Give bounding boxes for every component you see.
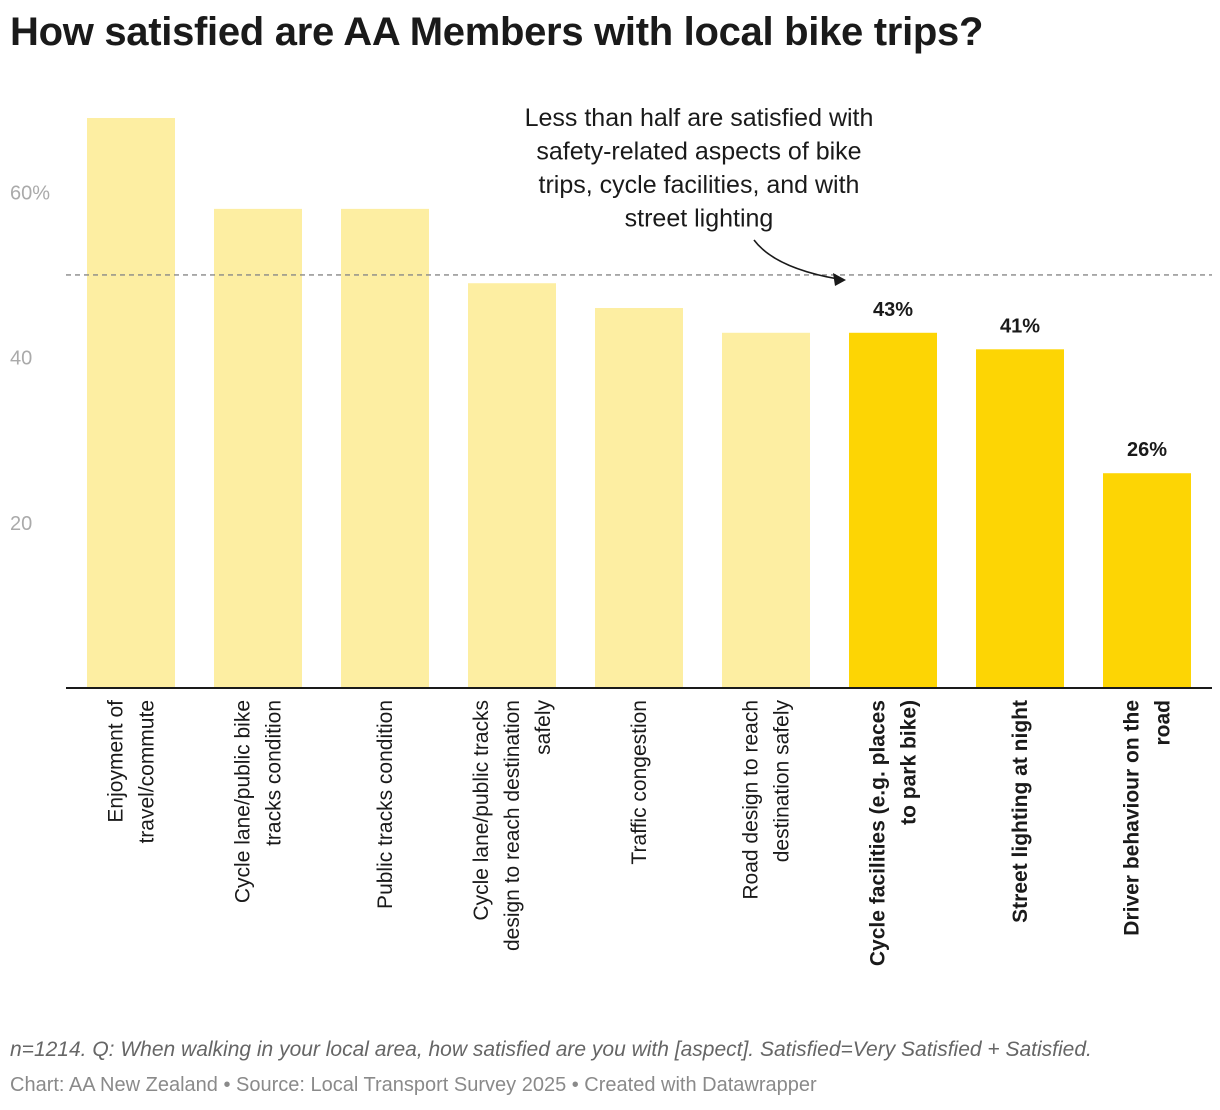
bar-chart: 20 40 60% 43% 41% 26% Enjoyment of travel/commu… xyxy=(10,104,1212,966)
bar xyxy=(849,332,937,688)
x-tick-label: destination safely xyxy=(771,700,794,863)
x-tick-label: travel/commute xyxy=(136,700,159,844)
bar xyxy=(1103,473,1191,688)
x-tick-label: Cycle facilities (e.g. places xyxy=(867,700,890,966)
bar xyxy=(595,308,683,688)
x-tick-label: Driver behaviour on the xyxy=(1121,700,1144,936)
bar-value-label: 26% xyxy=(1127,439,1167,461)
bar xyxy=(214,208,302,688)
annotation-text: safety-related aspects of bike xyxy=(536,138,861,166)
annotation-text: Less than half are satisfied with xyxy=(525,104,874,132)
chart-title: How satisfied are AA Members with local … xyxy=(10,10,984,54)
annotation-text: trips, cycle facilities, and with xyxy=(539,171,860,199)
x-tick-label: Enjoyment of xyxy=(105,700,128,823)
y-tick-label: 60% xyxy=(10,182,50,204)
x-tick-label: safely xyxy=(532,700,555,755)
bar xyxy=(468,283,556,688)
chart-credit: Chart: AA New Zealand • Source: Local Tr… xyxy=(10,1074,817,1096)
bar xyxy=(87,118,175,688)
x-tick-label: Public tracks condition xyxy=(374,700,397,909)
x-tick-label: tracks condition xyxy=(263,700,286,846)
y-tick-label: 20 xyxy=(10,513,32,535)
x-tick-label: design to reach destination xyxy=(501,700,524,951)
bar xyxy=(976,349,1064,688)
annotation-text: street lighting xyxy=(625,205,774,233)
x-tick-label: Street lighting at night xyxy=(1009,700,1032,923)
x-tick-label: to park bike) xyxy=(898,700,921,825)
footnote: n=1214. Q: When walking in your local ar… xyxy=(10,1038,1092,1061)
x-tick-label: road xyxy=(1152,700,1175,746)
bar xyxy=(341,208,429,688)
x-tick-label: Traffic congestion xyxy=(628,700,651,865)
y-tick-label: 40 xyxy=(10,348,32,370)
x-tick-label: Road design to reach xyxy=(740,700,763,900)
annotation-arrowhead xyxy=(833,273,846,286)
bar xyxy=(722,332,810,688)
annotation-arrow xyxy=(753,239,839,280)
bar-value-label: 41% xyxy=(1000,315,1040,337)
x-tick-label: Cycle lane/public tracks xyxy=(470,700,493,921)
bar-value-label: 43% xyxy=(873,299,913,321)
x-tick-label: Cycle lane/public bike xyxy=(232,700,255,903)
